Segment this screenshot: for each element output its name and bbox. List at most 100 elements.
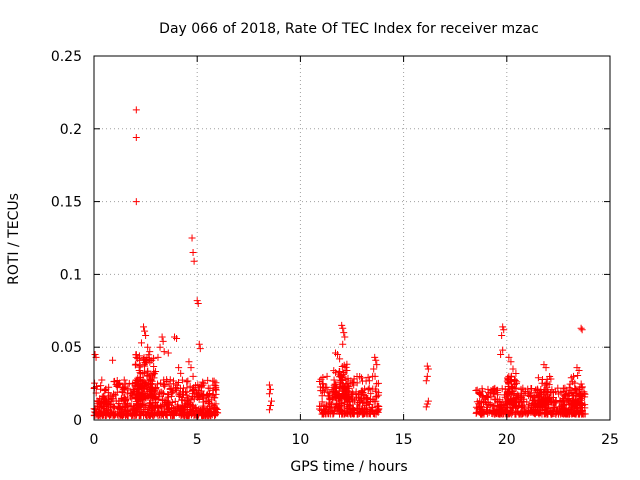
data-point bbox=[423, 400, 431, 408]
data-point bbox=[472, 387, 480, 395]
data-point bbox=[178, 376, 186, 384]
data-point bbox=[337, 401, 345, 409]
data-point bbox=[330, 376, 338, 384]
data-point bbox=[109, 356, 117, 364]
data-point bbox=[375, 389, 383, 397]
data-point bbox=[486, 401, 494, 409]
data-point bbox=[504, 374, 512, 382]
data-point bbox=[578, 400, 586, 408]
data-point bbox=[177, 412, 185, 420]
data-point bbox=[183, 400, 191, 408]
data-point bbox=[108, 395, 116, 403]
data-point bbox=[510, 381, 518, 389]
data-point bbox=[124, 407, 132, 415]
data-point bbox=[120, 411, 128, 419]
data-point bbox=[173, 381, 181, 389]
data-point bbox=[110, 378, 118, 386]
data-point bbox=[150, 374, 158, 382]
data-point bbox=[341, 382, 349, 390]
data-point bbox=[142, 411, 150, 419]
data-point bbox=[423, 362, 431, 370]
data-point bbox=[323, 372, 331, 380]
data-point bbox=[373, 392, 381, 400]
data-point bbox=[539, 401, 547, 409]
data-point bbox=[104, 389, 112, 397]
data-point bbox=[211, 385, 219, 393]
data-point bbox=[548, 410, 556, 418]
data-point bbox=[341, 333, 349, 341]
data-point bbox=[178, 396, 186, 404]
data-point bbox=[140, 323, 148, 331]
data-point bbox=[120, 376, 128, 384]
data-point bbox=[507, 372, 515, 380]
data-point bbox=[325, 392, 333, 400]
data-point bbox=[194, 300, 202, 308]
data-point bbox=[160, 382, 168, 390]
data-point bbox=[151, 387, 159, 395]
data-point bbox=[146, 348, 154, 356]
data-point bbox=[135, 367, 143, 375]
data-point bbox=[164, 349, 172, 357]
data-point bbox=[357, 394, 365, 402]
data-point bbox=[509, 365, 517, 373]
data-point bbox=[135, 388, 143, 396]
data-point bbox=[265, 406, 273, 414]
y-axis-label: ROTI / TECUs bbox=[6, 193, 22, 285]
data-point bbox=[109, 404, 117, 412]
data-point bbox=[332, 381, 340, 389]
data-point bbox=[544, 394, 552, 402]
data-point bbox=[199, 378, 207, 386]
data-point bbox=[353, 379, 361, 387]
y-tick-label: 0.1 bbox=[60, 267, 82, 283]
data-point bbox=[174, 401, 182, 409]
data-point bbox=[102, 396, 110, 404]
data-point bbox=[150, 411, 158, 419]
data-point bbox=[491, 384, 499, 392]
data-point bbox=[578, 410, 586, 418]
data-point bbox=[343, 403, 351, 411]
data-point bbox=[505, 388, 513, 396]
data-point bbox=[141, 362, 149, 370]
data-point bbox=[204, 376, 212, 384]
data-point bbox=[370, 365, 378, 373]
data-point bbox=[189, 249, 197, 257]
chart-title: Day 066 of 2018, Rate Of TEC Index for r… bbox=[159, 21, 539, 37]
data-point bbox=[342, 389, 350, 397]
x-tick-label: 0 bbox=[90, 432, 99, 448]
data-point bbox=[189, 401, 197, 409]
plot-frame bbox=[93, 55, 611, 421]
x-tick-label: 25 bbox=[601, 432, 619, 448]
data-point bbox=[499, 346, 507, 354]
data-point bbox=[338, 407, 346, 415]
data-point bbox=[364, 386, 372, 394]
data-point bbox=[265, 390, 273, 398]
data-point bbox=[349, 378, 357, 386]
data-point bbox=[178, 404, 186, 412]
data-point bbox=[534, 387, 542, 395]
data-point bbox=[116, 379, 124, 387]
data-point bbox=[497, 350, 505, 358]
data-point bbox=[185, 358, 193, 366]
data-point bbox=[98, 376, 106, 384]
data-point bbox=[330, 367, 338, 375]
x-tick-label: 15 bbox=[395, 432, 413, 448]
data-point bbox=[500, 391, 508, 399]
data-point bbox=[319, 373, 327, 381]
data-point bbox=[472, 409, 480, 417]
data-point bbox=[332, 391, 340, 399]
data-point bbox=[175, 391, 183, 399]
data-point bbox=[144, 343, 152, 351]
data-point bbox=[372, 356, 380, 364]
data-point bbox=[200, 404, 208, 412]
data-point bbox=[323, 401, 331, 409]
data-point bbox=[163, 412, 171, 420]
data-point bbox=[91, 350, 99, 358]
data-point bbox=[176, 384, 184, 392]
data-point bbox=[116, 406, 124, 414]
data-point bbox=[574, 410, 582, 418]
data-point bbox=[141, 359, 149, 367]
data-point bbox=[146, 383, 154, 391]
data-point bbox=[479, 399, 487, 407]
data-point bbox=[561, 391, 569, 399]
data-point bbox=[498, 410, 506, 418]
